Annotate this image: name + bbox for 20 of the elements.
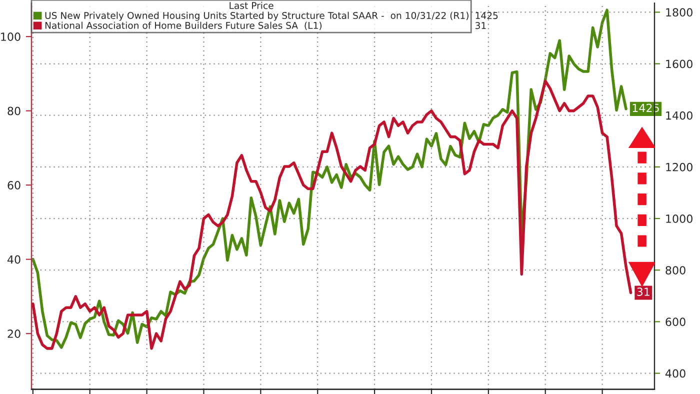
y2-tick-label: 800 <box>666 266 686 274</box>
text: 1425 <box>476 12 498 20</box>
text: 31 <box>475 22 486 30</box>
y2-tick-label: 1000 <box>666 214 692 223</box>
legend-title: Last Price <box>230 2 274 10</box>
y2-tick-label: 1400 <box>666 111 692 120</box>
y2-tick-label: 400 <box>665 369 686 378</box>
y-tick-label: 40 <box>7 255 20 264</box>
y2-tick-label: 1600 <box>666 60 692 68</box>
y-tick-label: 60 <box>8 181 20 190</box>
data-label: 31 <box>637 288 650 296</box>
line-series <box>32 80 632 350</box>
legend-label: National Association of Home Builders Future Sales SA (L1) <box>45 22 322 30</box>
y-tick-label: 20 <box>8 330 20 338</box>
y-tick-label: 100 <box>1 32 20 41</box>
y2-tick-label: 1800 <box>666 8 692 17</box>
y2-tick-label: 600 <box>666 318 686 326</box>
y-tick-label: 80 <box>8 106 20 116</box>
legend-label: US New Privately Owned Housing Units Started by Structure Total SAAR - on 10/31/22 (R1) <box>45 12 468 21</box>
y2-tick-label: 1200 <box>666 162 692 172</box>
